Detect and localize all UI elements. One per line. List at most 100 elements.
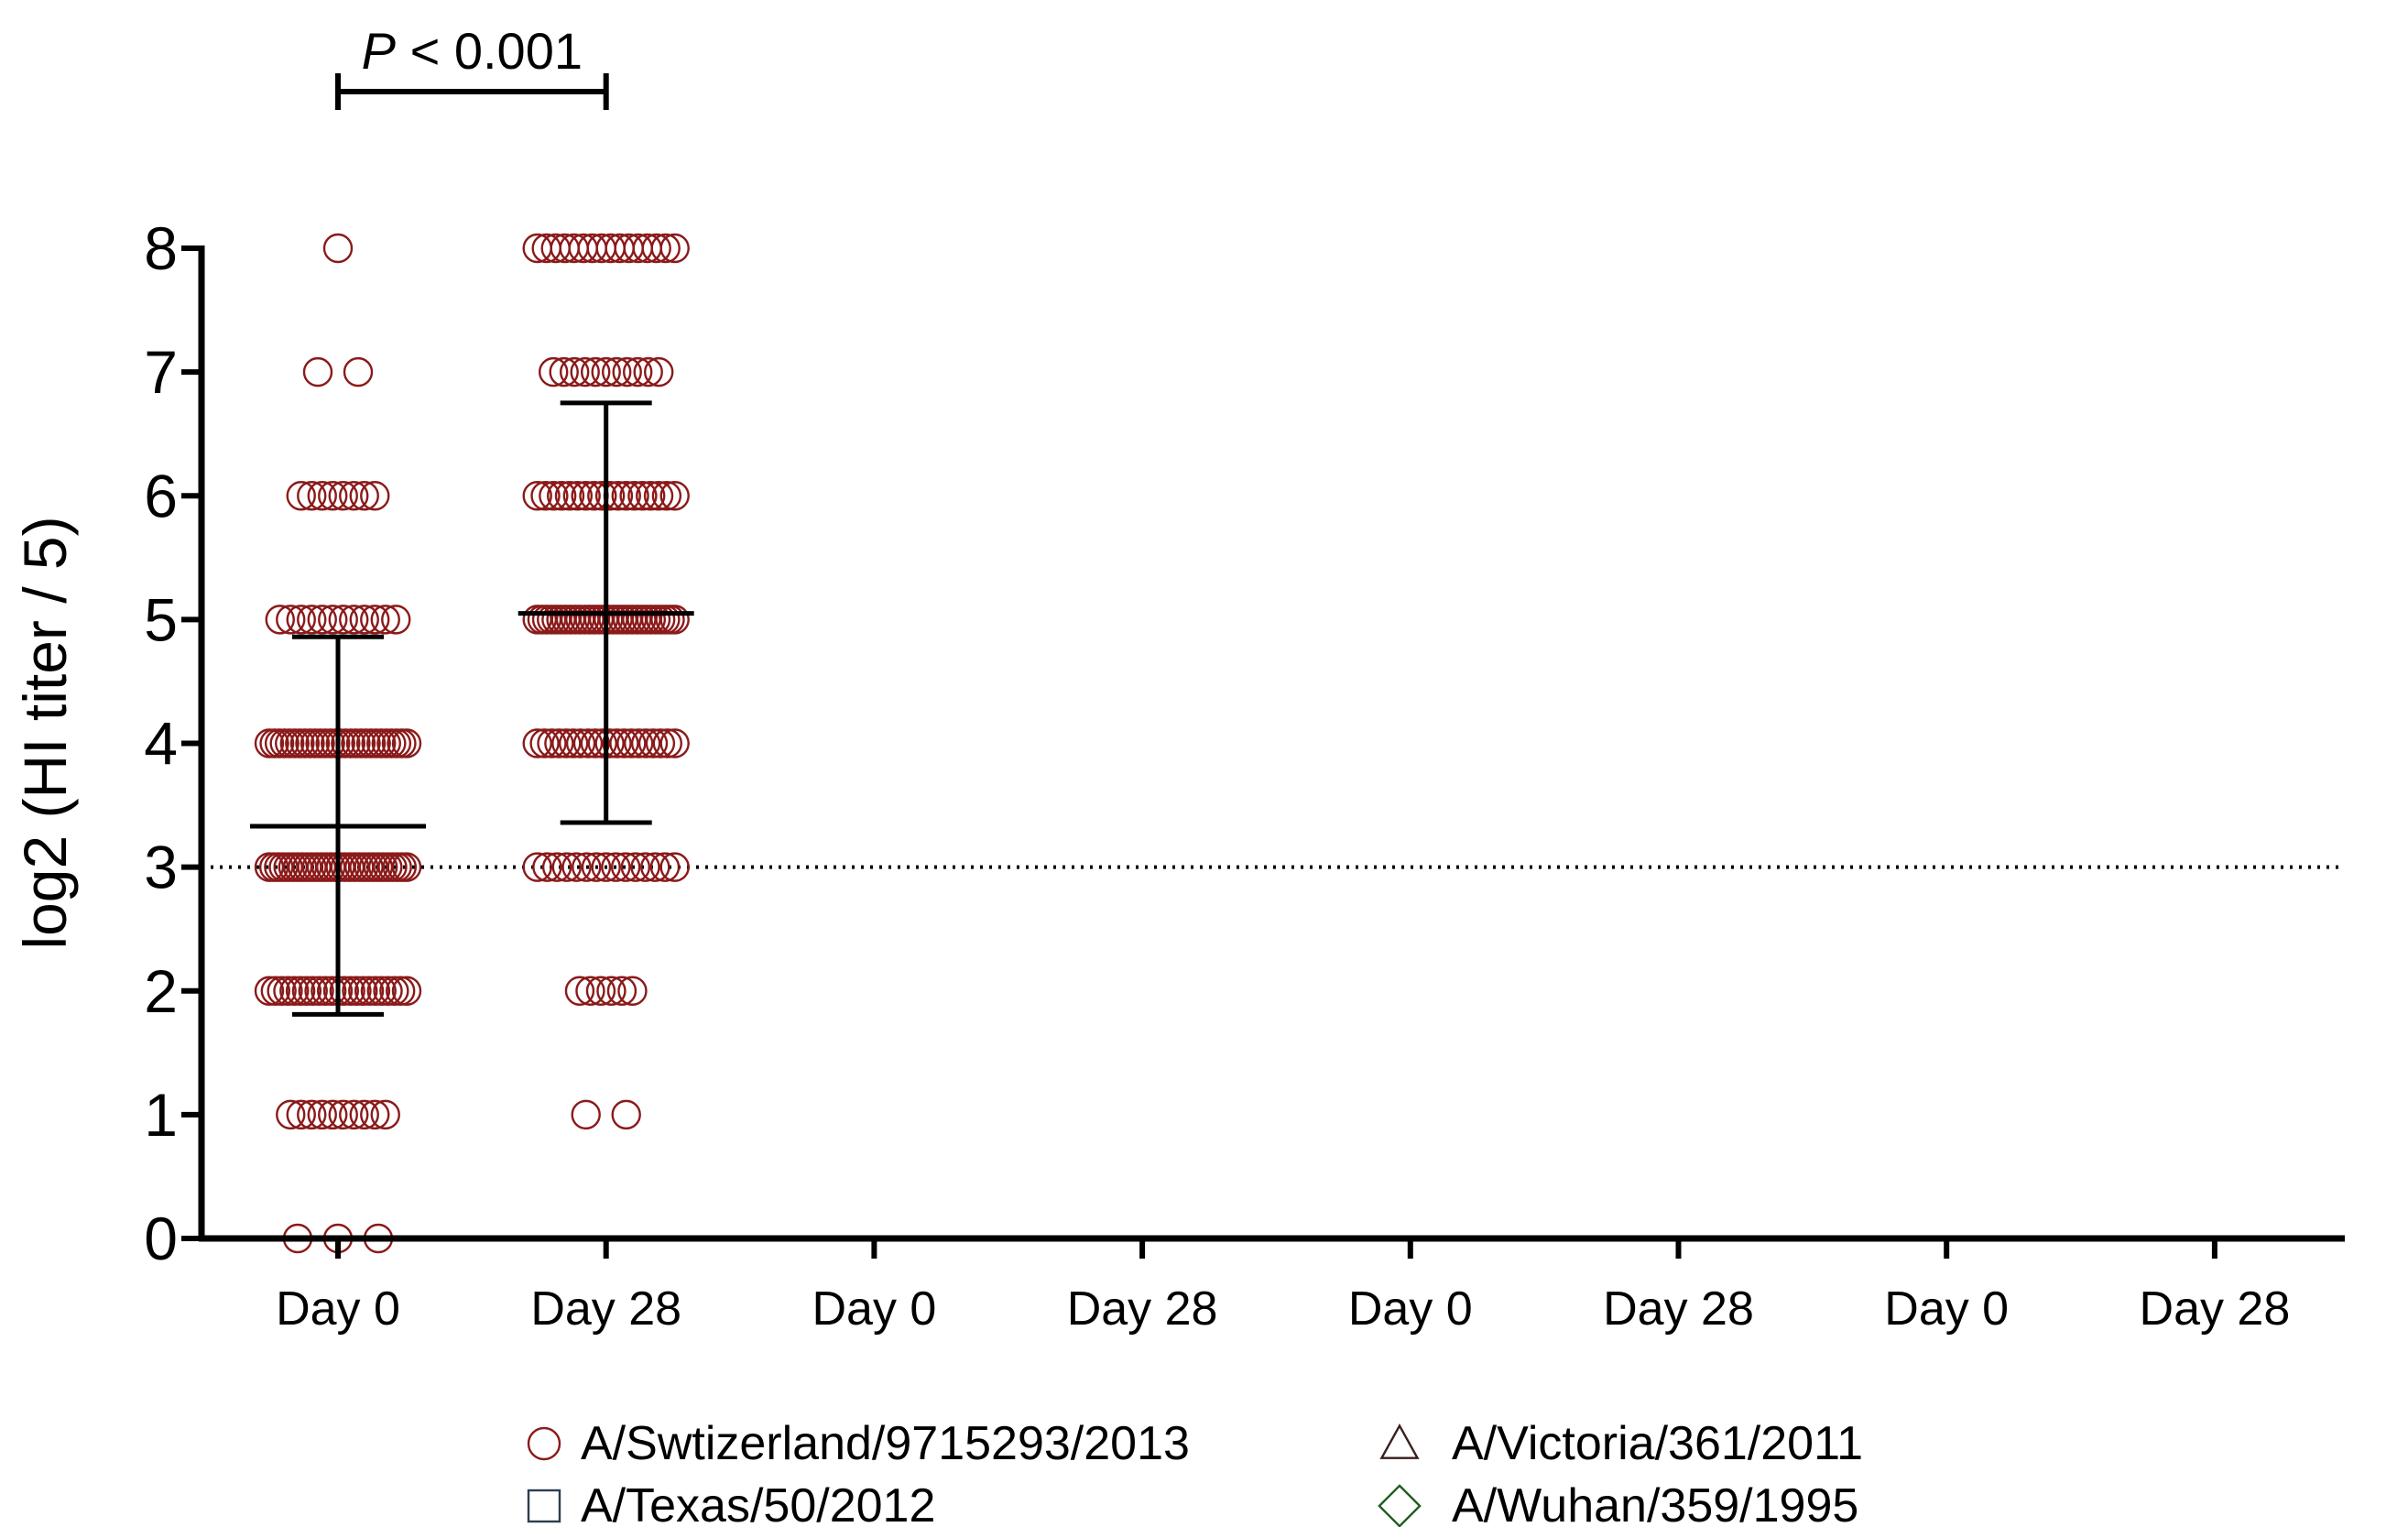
x-tick-label: Day 28 — [530, 1282, 681, 1336]
data-point — [328, 1099, 358, 1130]
y-tick-label: 5 — [144, 585, 178, 653]
data-point — [522, 481, 552, 511]
data-point — [651, 481, 682, 511]
data-point — [360, 481, 390, 511]
data-point — [594, 481, 626, 511]
data-point — [297, 605, 327, 635]
data-point — [620, 852, 651, 882]
data-point — [254, 976, 285, 1006]
data-point — [630, 852, 660, 882]
data-point — [611, 481, 641, 511]
data-point — [286, 605, 316, 635]
data-point — [318, 605, 348, 635]
data-point — [339, 1099, 369, 1130]
data-point — [572, 728, 604, 758]
data-point — [645, 728, 676, 758]
data-point — [273, 976, 303, 1006]
data-point — [554, 481, 585, 511]
data-point — [539, 356, 569, 387]
data-point — [561, 852, 592, 882]
y-axis-label: log2 (HI titer / 5) — [11, 516, 79, 949]
data-point — [343, 356, 374, 387]
y-tick-label: 3 — [144, 834, 178, 901]
data-point — [322, 233, 354, 264]
data-point — [633, 356, 663, 387]
data-point — [370, 605, 400, 635]
data-point — [276, 1099, 306, 1130]
legend-marker-circle — [527, 1426, 561, 1461]
legend-item: A/Wuhan/359/1995 — [1378, 1479, 1858, 1527]
data-point — [291, 976, 322, 1006]
data-point — [354, 976, 385, 1006]
p-value-symbol: P — [362, 22, 396, 80]
data-point — [360, 976, 391, 1006]
data-point — [612, 356, 642, 387]
data-point — [649, 852, 681, 882]
data-point — [373, 976, 403, 1006]
data-point — [541, 852, 572, 882]
data-point — [659, 605, 690, 635]
data-point — [624, 728, 654, 758]
data-point — [581, 356, 611, 387]
data-point — [391, 852, 422, 882]
data-point — [530, 481, 561, 511]
legend-marker-diamond — [1378, 1484, 1422, 1527]
x-tick-label: Day 0 — [276, 1282, 400, 1336]
data-point — [611, 1099, 641, 1130]
y-tick-label: 2 — [144, 957, 178, 1025]
legend-item: A/Swtizerland/9715293/2013 — [527, 1417, 1190, 1470]
data-point — [610, 852, 641, 882]
data-point — [348, 976, 378, 1006]
data-point — [391, 976, 422, 1006]
data-point — [304, 976, 334, 1006]
legend-item: A/Texas/50/2012 — [527, 1479, 935, 1527]
data-point — [318, 481, 348, 511]
data-point — [560, 356, 590, 387]
data-point — [606, 976, 637, 1006]
data-point — [316, 976, 347, 1006]
y-tick-label: 7 — [144, 338, 178, 406]
data-point — [575, 976, 605, 1006]
y-tick-label: 0 — [144, 1205, 178, 1272]
legend-marker-triangle — [1379, 1423, 1420, 1459]
p-value-text: < 0.001 — [396, 22, 583, 80]
legend-marker-square — [527, 1489, 561, 1523]
data-point — [385, 976, 416, 1006]
data-point — [328, 481, 358, 511]
y-tick-label: 8 — [144, 214, 178, 282]
data-point — [360, 1099, 390, 1130]
data-point — [265, 605, 295, 635]
data-point — [652, 728, 683, 758]
legend-label: A/Wuhan/359/1995 — [1452, 1479, 1858, 1527]
data-point — [641, 233, 671, 264]
data-point — [630, 728, 661, 758]
data-point — [267, 976, 297, 1006]
data-point — [297, 1099, 327, 1130]
data-point — [307, 1099, 337, 1130]
y-tick-label: 4 — [144, 710, 178, 778]
data-point — [298, 976, 328, 1006]
data-point — [565, 728, 596, 758]
x-tick-label: Day 0 — [1884, 1282, 2009, 1336]
data-point — [529, 728, 560, 758]
data-point — [522, 852, 552, 882]
data-point — [659, 852, 690, 882]
data-point — [617, 976, 648, 1006]
data-point — [650, 233, 681, 264]
legend-label: A/Swtizerland/9715293/2013 — [581, 1417, 1190, 1470]
mean-sd-bars — [250, 400, 694, 1017]
data-point — [596, 976, 627, 1006]
data-point — [381, 605, 411, 635]
data-point — [587, 728, 617, 758]
data-point — [644, 356, 674, 387]
data-point — [601, 852, 631, 882]
data-point — [307, 605, 337, 635]
data-point — [627, 481, 658, 511]
x-tick-label: Day 0 — [812, 1282, 936, 1336]
data-point — [564, 976, 595, 1006]
data-point — [623, 356, 653, 387]
data-point — [260, 976, 291, 1006]
data-point — [616, 728, 647, 758]
y-tick-label: 1 — [144, 1081, 178, 1149]
